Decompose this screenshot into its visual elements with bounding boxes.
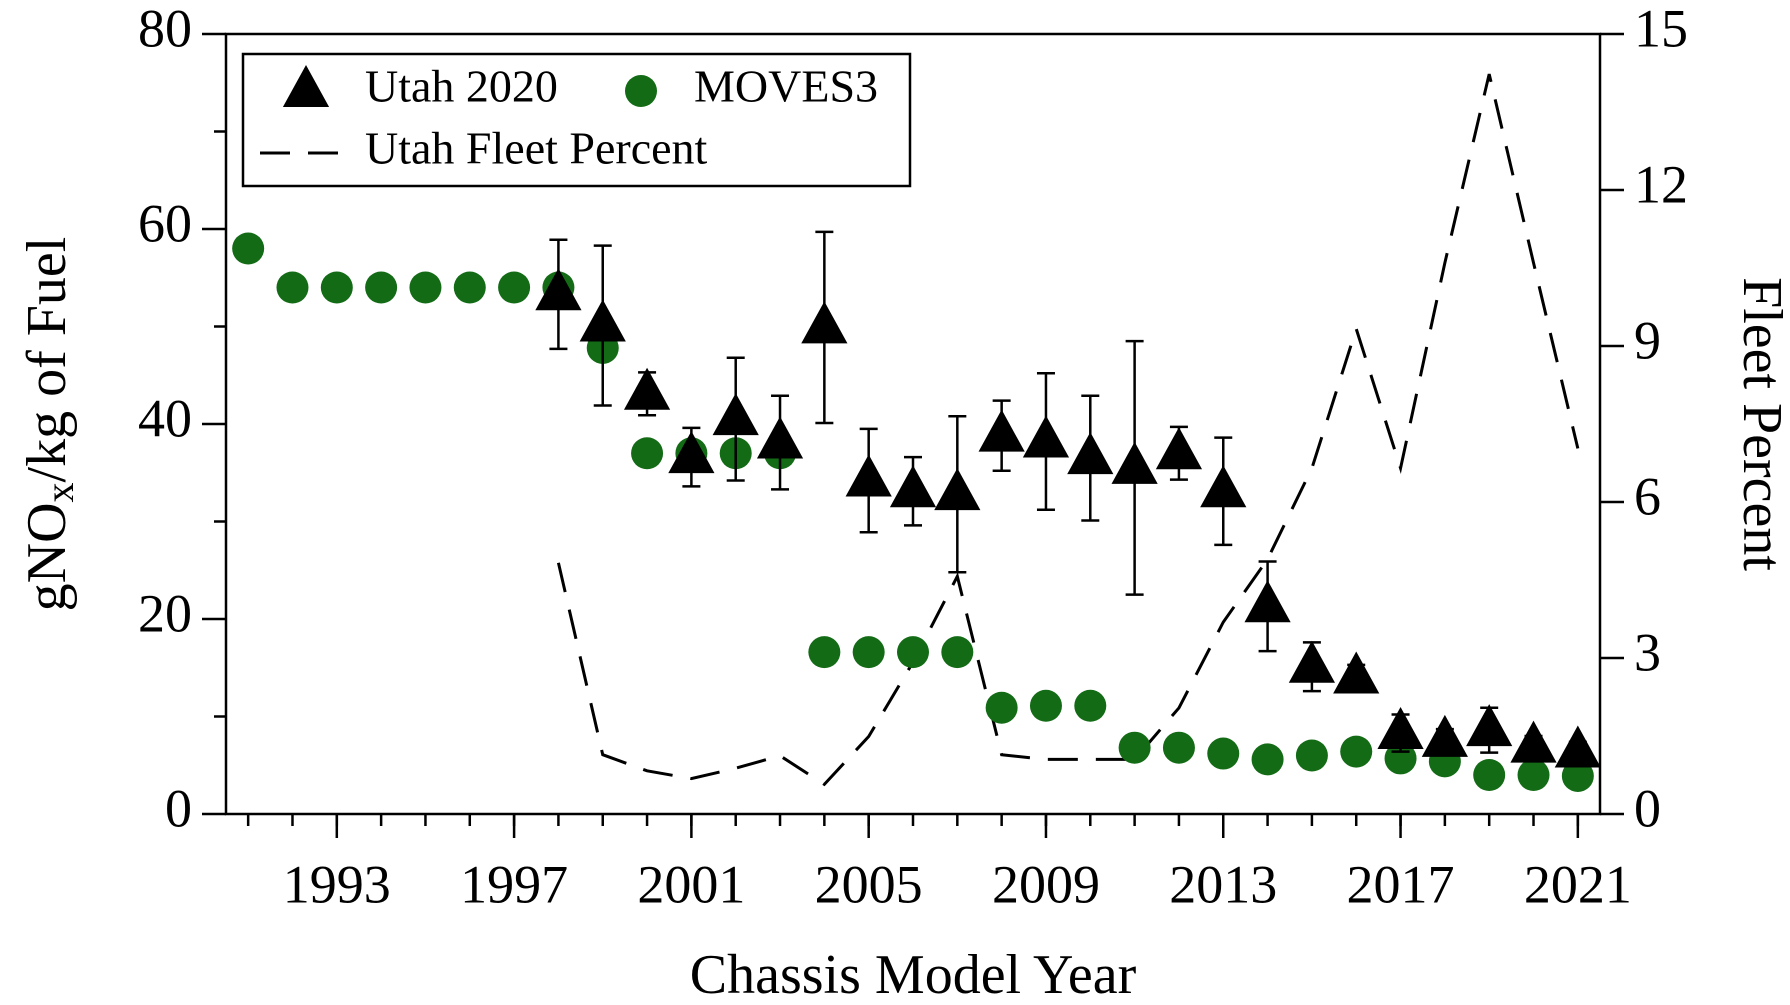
x-tick-label: 2013 bbox=[1169, 854, 1277, 914]
x-tick-label: 2009 bbox=[992, 854, 1100, 914]
utah-point bbox=[1067, 432, 1114, 475]
legend-label: MOVES3 bbox=[694, 61, 878, 112]
legend-box bbox=[241, 52, 912, 188]
moves3-point bbox=[1162, 731, 1195, 764]
utah-point bbox=[1466, 704, 1513, 747]
moves3-point bbox=[453, 271, 486, 304]
y2-axis-label: Fleet Percent bbox=[1731, 277, 1790, 571]
utah-point bbox=[1333, 651, 1380, 694]
moves3-point bbox=[1251, 743, 1284, 776]
y2-tick-label: 12 bbox=[1634, 154, 1688, 214]
y-axis-label: gNOx/kg of Fuel bbox=[16, 237, 82, 612]
legend-marker bbox=[282, 64, 330, 107]
x-tick-label: 2005 bbox=[815, 854, 923, 914]
y-tick-label: 60 bbox=[138, 193, 192, 253]
utah-point bbox=[934, 468, 981, 511]
utah-point bbox=[1022, 415, 1070, 458]
y2-tick-label: 6 bbox=[1634, 466, 1661, 526]
y-tick-label: 80 bbox=[138, 0, 192, 58]
utah-point bbox=[978, 409, 1025, 452]
utah-point bbox=[845, 454, 892, 497]
utah-point bbox=[623, 367, 671, 410]
utah-point bbox=[889, 465, 937, 508]
moves3-point bbox=[1561, 759, 1594, 792]
utah-point bbox=[1155, 427, 1203, 470]
moves3-point bbox=[498, 271, 531, 304]
utah-point bbox=[1510, 720, 1557, 763]
utah-point bbox=[1244, 580, 1291, 623]
moves3-point bbox=[808, 636, 841, 669]
utah-point bbox=[712, 393, 759, 436]
legend-label: Utah 2020 bbox=[365, 61, 558, 112]
moves3-point bbox=[985, 691, 1018, 724]
moves3-point bbox=[941, 636, 974, 669]
moves3-point bbox=[232, 232, 265, 265]
moves3-point bbox=[1473, 759, 1506, 791]
utah-point bbox=[1288, 640, 1336, 683]
fleet-line bbox=[556, 73, 1580, 787]
moves3-point bbox=[409, 271, 442, 304]
moves3-point bbox=[1207, 737, 1240, 770]
moves3-point bbox=[1118, 731, 1151, 764]
y2-tick-label: 15 bbox=[1634, 0, 1688, 58]
moves3-point bbox=[365, 271, 398, 304]
x-axis-label: Chassis Model Year bbox=[690, 944, 1137, 1005]
x-tick-label: 1993 bbox=[283, 854, 391, 914]
y2-tick-label: 0 bbox=[1634, 778, 1661, 838]
y-tick-label: 0 bbox=[165, 778, 192, 838]
utah-point bbox=[1200, 465, 1247, 508]
y-tick-label: 40 bbox=[138, 388, 192, 448]
utah-point bbox=[1377, 707, 1424, 750]
utah-point bbox=[1554, 725, 1601, 768]
moves3-point bbox=[1295, 739, 1328, 772]
moves3-point bbox=[1340, 735, 1373, 768]
y-axis-label-sub: x bbox=[37, 482, 82, 502]
moves3-point bbox=[897, 636, 929, 669]
moves3-point bbox=[276, 271, 309, 304]
moves3-point bbox=[852, 636, 885, 669]
x-tick-label: 2017 bbox=[1347, 854, 1455, 914]
moves3-point bbox=[631, 437, 664, 470]
legend-marker bbox=[625, 75, 657, 107]
y2-tick-label: 9 bbox=[1634, 310, 1661, 370]
moves3-point bbox=[1074, 689, 1107, 722]
utah-point bbox=[1421, 714, 1468, 757]
utah-point bbox=[579, 299, 626, 342]
utah-point bbox=[756, 416, 804, 459]
utah-point bbox=[801, 301, 848, 344]
moves3-point bbox=[320, 271, 353, 304]
moves3-point bbox=[1029, 689, 1062, 722]
moves3-point bbox=[1517, 759, 1550, 791]
utah-point bbox=[1111, 441, 1158, 484]
utah-point bbox=[668, 431, 715, 474]
y-axis-label-part: gNO bbox=[16, 502, 78, 611]
utah-point bbox=[535, 268, 582, 311]
x-tick-label: 2021 bbox=[1524, 854, 1632, 914]
x-tick-label: 1997 bbox=[460, 854, 568, 914]
x-tick-label: 2001 bbox=[637, 854, 745, 914]
y-tick-label: 20 bbox=[138, 583, 192, 643]
legend-label: Utah Fleet Percent bbox=[365, 123, 708, 174]
y-axis-label-part: /kg of Fuel bbox=[16, 237, 78, 483]
y2-tick-label: 3 bbox=[1634, 622, 1661, 682]
